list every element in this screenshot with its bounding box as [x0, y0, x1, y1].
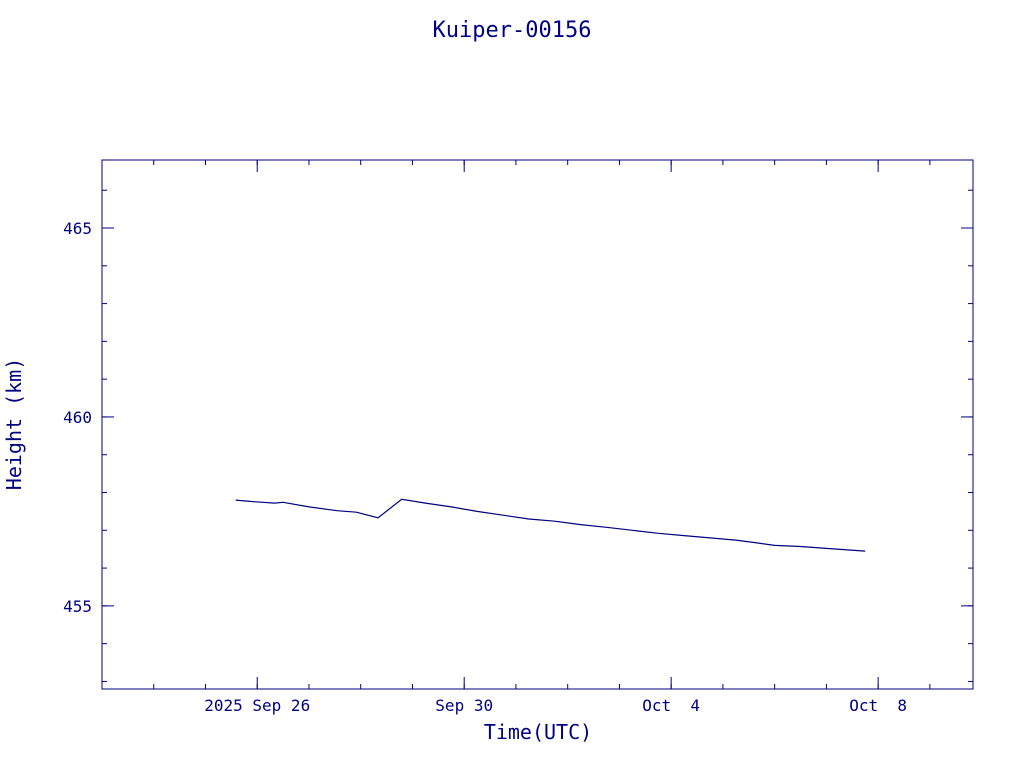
- x-axis-label: Time(UTC): [484, 720, 592, 744]
- x-tick-label: 2025 Sep 26: [204, 696, 310, 715]
- y-tick-label: 460: [63, 408, 92, 427]
- y-axis-ticks: 455 460 465: [63, 219, 973, 616]
- y-axis-label: Height (km): [2, 358, 26, 490]
- x-axis-ticks: 2025 Sep 26 Sep 30 Oct 4 Oct 8: [204, 160, 907, 715]
- x-tick-label: Sep 30: [435, 696, 493, 715]
- x-tick-label: Oct 8: [849, 696, 907, 715]
- x-tick-label: Oct 4: [642, 696, 700, 715]
- y-tick-label: 465: [63, 219, 92, 238]
- series-layer: [235, 498, 866, 552]
- minor-ticks: [101, 160, 973, 689]
- chart-title: Kuiper-00156: [433, 18, 592, 43]
- series-line-0: [235, 498, 866, 552]
- plot-frame: [101, 159, 974, 690]
- y-tick-label: 455: [63, 597, 92, 616]
